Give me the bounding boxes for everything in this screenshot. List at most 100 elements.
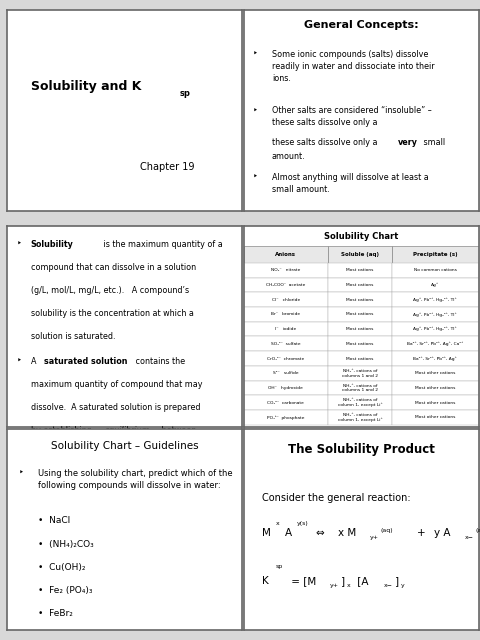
Text: ‣: ‣ <box>253 106 258 115</box>
Text: No common cations: No common cations <box>414 268 457 272</box>
Text: SO₄²⁻  sulfate: SO₄²⁻ sulfate <box>271 342 301 346</box>
Bar <box>328 246 392 263</box>
Text: (aq): (aq) <box>475 527 480 532</box>
Bar <box>392 396 479 410</box>
Text: y A: y A <box>434 527 451 538</box>
Text: ‣: ‣ <box>253 50 258 59</box>
Bar <box>328 351 392 366</box>
Text: is the maximum quantity of a: is the maximum quantity of a <box>101 240 223 249</box>
Text: Ba²⁺, Sr²⁺, Pb²⁺, Ag⁺: Ba²⁺, Sr²⁺, Pb²⁺, Ag⁺ <box>413 356 457 361</box>
Text: NH₄⁺, cations of
columns 1 and 2: NH₄⁺, cations of columns 1 and 2 <box>342 384 378 392</box>
Text: x: x <box>276 520 279 525</box>
Text: x−: x− <box>465 534 474 540</box>
Text: CO₃²⁻  carbonate: CO₃²⁻ carbonate <box>267 401 304 404</box>
Text: sp: sp <box>180 89 191 98</box>
Text: Some ionic compounds (salts) dissolve
readily in water and dissociate into their: Some ionic compounds (salts) dissolve re… <box>272 50 434 83</box>
Text: x−: x− <box>384 583 393 588</box>
Bar <box>392 322 479 337</box>
Text: Using the solubility chart, predict which of the
following compounds will dissol: Using the solubility chart, predict whic… <box>38 469 232 490</box>
Text: Most cations: Most cations <box>347 298 374 301</box>
Text: •  Fe₂ (PO₄)₃: • Fe₂ (PO₄)₃ <box>38 586 92 595</box>
Text: •  NaCl: • NaCl <box>38 516 70 525</box>
Text: Soluble (aq): Soluble (aq) <box>341 252 379 257</box>
Text: ⇔: ⇔ <box>315 527 324 538</box>
Text: Solubility Chart – Guidelines: Solubility Chart – Guidelines <box>51 441 199 451</box>
Text: Precipitate (s): Precipitate (s) <box>413 252 457 257</box>
Bar <box>243 263 328 278</box>
Text: dissolve.  A saturated solution is prepared: dissolve. A saturated solution is prepar… <box>31 403 200 412</box>
Bar <box>243 410 328 425</box>
Text: Other salts are considered “insoluble” –
these salts dissolve only a: Other salts are considered “insoluble” –… <box>272 106 432 127</box>
Text: Consider the general reaction:: Consider the general reaction: <box>263 493 411 503</box>
Bar <box>392 381 479 396</box>
Text: compound that can dissolve in a solution: compound that can dissolve in a solution <box>31 263 196 272</box>
Text: M: M <box>263 527 271 538</box>
Text: small: small <box>421 138 445 147</box>
Bar <box>243 292 328 307</box>
Text: [A: [A <box>354 576 369 586</box>
Bar <box>243 322 328 337</box>
Bar <box>392 278 479 292</box>
Bar <box>243 366 328 381</box>
Bar <box>328 263 392 278</box>
Bar <box>243 351 328 366</box>
Text: Most other cations: Most other cations <box>415 415 456 419</box>
Bar <box>392 246 479 263</box>
Text: PO₄³⁻  phosphate: PO₄³⁻ phosphate <box>267 415 305 420</box>
Text: Most cations: Most cations <box>347 268 374 272</box>
Text: Most cations: Most cations <box>347 283 374 287</box>
Text: ‣: ‣ <box>253 173 258 182</box>
Bar <box>392 337 479 351</box>
Text: x: x <box>347 583 351 588</box>
Text: NH₄⁺, cations of
column 1, except Li⁺: NH₄⁺, cations of column 1, except Li⁺ <box>337 413 383 422</box>
Text: General Concepts:: General Concepts: <box>304 20 419 29</box>
Text: I⁻   iodide: I⁻ iodide <box>276 327 297 331</box>
Bar <box>243 337 328 351</box>
Bar <box>243 246 328 263</box>
Bar <box>243 307 328 322</box>
Text: Most other cations: Most other cations <box>415 371 456 375</box>
Text: Ag⁺, Pb²⁺, Hg₂²⁺, Tl⁺: Ag⁺, Pb²⁺, Hg₂²⁺, Tl⁺ <box>413 327 457 332</box>
Bar <box>243 278 328 292</box>
Text: K: K <box>263 576 269 586</box>
Text: (aq): (aq) <box>380 527 393 532</box>
Text: Cl⁻   chloride: Cl⁻ chloride <box>272 298 300 301</box>
Bar <box>328 396 392 410</box>
Text: y: y <box>401 583 405 588</box>
Text: NH₄⁺, cations of
column 1, except Li⁺: NH₄⁺, cations of column 1, except Li⁺ <box>337 398 383 408</box>
Text: y+: y+ <box>329 583 338 588</box>
Text: between: between <box>159 426 196 435</box>
Text: ‣: ‣ <box>17 356 22 365</box>
Text: contains the: contains the <box>133 356 185 365</box>
Text: S²⁻   sulfide: S²⁻ sulfide <box>273 371 299 375</box>
Text: sp: sp <box>276 564 283 569</box>
Text: CrO₄²⁻  chromate: CrO₄²⁻ chromate <box>267 356 305 360</box>
Bar <box>243 396 328 410</box>
Text: y+: y+ <box>370 534 378 540</box>
Text: solution is saturated.: solution is saturated. <box>31 332 115 342</box>
Text: Most cations: Most cations <box>347 327 374 331</box>
Text: amount.: amount. <box>272 152 305 161</box>
Text: x M: x M <box>337 527 356 538</box>
Text: CH₃COO⁻  acetate: CH₃COO⁻ acetate <box>266 283 306 287</box>
Text: = [M: = [M <box>288 576 316 586</box>
Text: Anions: Anions <box>276 252 297 257</box>
Bar <box>328 322 392 337</box>
Text: •  (NH₄)₂CO₃: • (NH₄)₂CO₃ <box>38 540 94 548</box>
Text: A: A <box>285 527 292 538</box>
Text: by establishing: by establishing <box>31 426 94 435</box>
Bar <box>328 307 392 322</box>
Text: Most cations: Most cations <box>347 356 374 360</box>
Text: Most other cations: Most other cations <box>415 386 456 390</box>
Text: Solubility: Solubility <box>31 240 73 249</box>
Text: Ba²⁺, Sr²⁺, Pb²⁺, Ag⁺, Ca²⁺: Ba²⁺, Sr²⁺, Pb²⁺, Ag⁺, Ca²⁺ <box>407 342 463 346</box>
Text: +: + <box>417 527 425 538</box>
Text: Ag⁺, Pb²⁺, Hg₂²⁺, Tl⁺: Ag⁺, Pb²⁺, Hg₂²⁺, Tl⁺ <box>413 312 457 317</box>
Text: Most other cations: Most other cations <box>415 401 456 404</box>
Text: Ag⁺, Pb²⁺, Hg₂²⁺, Tl⁺: Ag⁺, Pb²⁺, Hg₂²⁺, Tl⁺ <box>413 298 457 302</box>
Text: Most cations: Most cations <box>347 342 374 346</box>
Text: ]: ] <box>341 576 345 586</box>
Text: NH₄⁺, cations of
columns 1 and 2: NH₄⁺, cations of columns 1 and 2 <box>342 369 378 378</box>
Bar <box>328 410 392 425</box>
Bar <box>392 410 479 425</box>
